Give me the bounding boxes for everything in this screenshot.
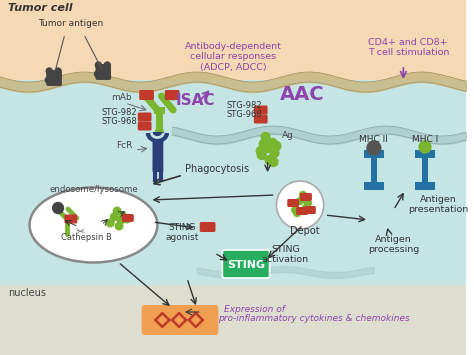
Text: pro-inflammatory cytokines & chemokines: pro-inflammatory cytokines & chemokines bbox=[219, 314, 410, 323]
FancyBboxPatch shape bbox=[364, 182, 384, 190]
Circle shape bbox=[272, 142, 281, 151]
Circle shape bbox=[95, 62, 101, 68]
Text: ✂: ✂ bbox=[76, 227, 85, 237]
Text: Antibody-dependent
cellular responses
(ADCP, ADCC): Antibody-dependent cellular responses (A… bbox=[185, 42, 282, 72]
Circle shape bbox=[119, 212, 127, 220]
Text: STING
activation: STING activation bbox=[262, 245, 309, 264]
FancyBboxPatch shape bbox=[415, 182, 435, 190]
FancyBboxPatch shape bbox=[96, 65, 111, 80]
Circle shape bbox=[259, 140, 268, 148]
Text: STING
agonist: STING agonist bbox=[165, 223, 199, 242]
Circle shape bbox=[268, 138, 277, 147]
FancyBboxPatch shape bbox=[138, 113, 152, 121]
Text: Phagocytosis: Phagocytosis bbox=[185, 164, 249, 174]
Text: CD4+ and CD8+
T cell stimulation: CD4+ and CD8+ T cell stimulation bbox=[368, 38, 449, 58]
Circle shape bbox=[115, 222, 123, 230]
Circle shape bbox=[46, 68, 52, 74]
FancyBboxPatch shape bbox=[0, 285, 466, 355]
Text: MHC I: MHC I bbox=[412, 135, 438, 144]
Circle shape bbox=[53, 202, 64, 213]
FancyBboxPatch shape bbox=[422, 150, 428, 190]
Circle shape bbox=[276, 181, 324, 229]
FancyBboxPatch shape bbox=[47, 71, 62, 86]
Circle shape bbox=[256, 147, 265, 155]
FancyBboxPatch shape bbox=[287, 199, 299, 207]
Circle shape bbox=[142, 92, 149, 100]
FancyBboxPatch shape bbox=[153, 132, 164, 172]
Text: endosome/lysosome: endosome/lysosome bbox=[49, 185, 138, 194]
Circle shape bbox=[94, 71, 100, 77]
Text: STG-982: STG-982 bbox=[226, 101, 262, 110]
Circle shape bbox=[302, 204, 310, 212]
Circle shape bbox=[292, 207, 299, 213]
Text: Antigen
presentation: Antigen presentation bbox=[408, 195, 468, 214]
Text: AAC: AAC bbox=[281, 85, 325, 104]
FancyBboxPatch shape bbox=[415, 150, 435, 158]
FancyBboxPatch shape bbox=[139, 90, 154, 100]
FancyBboxPatch shape bbox=[200, 222, 216, 232]
Text: Tumor cell: Tumor cell bbox=[8, 3, 73, 13]
Circle shape bbox=[269, 158, 278, 166]
Circle shape bbox=[257, 151, 266, 159]
FancyBboxPatch shape bbox=[122, 214, 134, 222]
Circle shape bbox=[107, 219, 114, 227]
Circle shape bbox=[367, 141, 381, 155]
Circle shape bbox=[117, 216, 125, 224]
Text: STG-968: STG-968 bbox=[101, 117, 137, 126]
Circle shape bbox=[155, 128, 164, 136]
Text: Depot: Depot bbox=[290, 226, 320, 236]
Circle shape bbox=[263, 143, 272, 153]
Circle shape bbox=[270, 148, 279, 158]
FancyBboxPatch shape bbox=[254, 105, 268, 115]
Circle shape bbox=[55, 68, 61, 74]
Ellipse shape bbox=[29, 187, 157, 262]
Text: STG-982: STG-982 bbox=[101, 108, 137, 117]
FancyBboxPatch shape bbox=[0, 0, 466, 90]
Text: Expression of: Expression of bbox=[224, 305, 285, 314]
Circle shape bbox=[45, 77, 51, 83]
Circle shape bbox=[265, 155, 274, 164]
Text: ISAC: ISAC bbox=[175, 93, 215, 108]
Text: Tumor antigen: Tumor antigen bbox=[38, 19, 103, 28]
Circle shape bbox=[300, 191, 307, 198]
Circle shape bbox=[304, 200, 311, 207]
FancyBboxPatch shape bbox=[64, 214, 77, 224]
FancyBboxPatch shape bbox=[304, 206, 316, 214]
FancyBboxPatch shape bbox=[138, 121, 152, 131]
FancyBboxPatch shape bbox=[296, 207, 308, 215]
FancyBboxPatch shape bbox=[364, 150, 384, 158]
Text: STING: STING bbox=[227, 260, 265, 270]
Circle shape bbox=[294, 209, 301, 217]
Circle shape bbox=[261, 132, 270, 142]
Circle shape bbox=[169, 92, 177, 100]
Text: STG-968: STG-968 bbox=[226, 110, 262, 119]
FancyBboxPatch shape bbox=[142, 305, 219, 335]
Circle shape bbox=[110, 213, 118, 221]
FancyBboxPatch shape bbox=[222, 250, 270, 278]
FancyBboxPatch shape bbox=[371, 150, 377, 190]
Circle shape bbox=[419, 141, 431, 153]
Text: Ag: Ag bbox=[283, 131, 294, 140]
Text: nucleus: nucleus bbox=[8, 288, 46, 298]
Text: MHC II: MHC II bbox=[359, 135, 388, 144]
Circle shape bbox=[104, 62, 110, 68]
Text: FcR: FcR bbox=[116, 141, 132, 150]
FancyBboxPatch shape bbox=[300, 193, 312, 201]
FancyBboxPatch shape bbox=[0, 80, 466, 290]
FancyBboxPatch shape bbox=[165, 90, 180, 100]
Circle shape bbox=[113, 207, 121, 215]
Circle shape bbox=[297, 197, 303, 204]
Circle shape bbox=[123, 215, 131, 223]
Text: mAb: mAb bbox=[111, 93, 132, 102]
Text: Antigen
processing: Antigen processing bbox=[368, 235, 419, 255]
FancyBboxPatch shape bbox=[254, 115, 268, 124]
Text: Cathepsin B: Cathepsin B bbox=[61, 233, 112, 242]
